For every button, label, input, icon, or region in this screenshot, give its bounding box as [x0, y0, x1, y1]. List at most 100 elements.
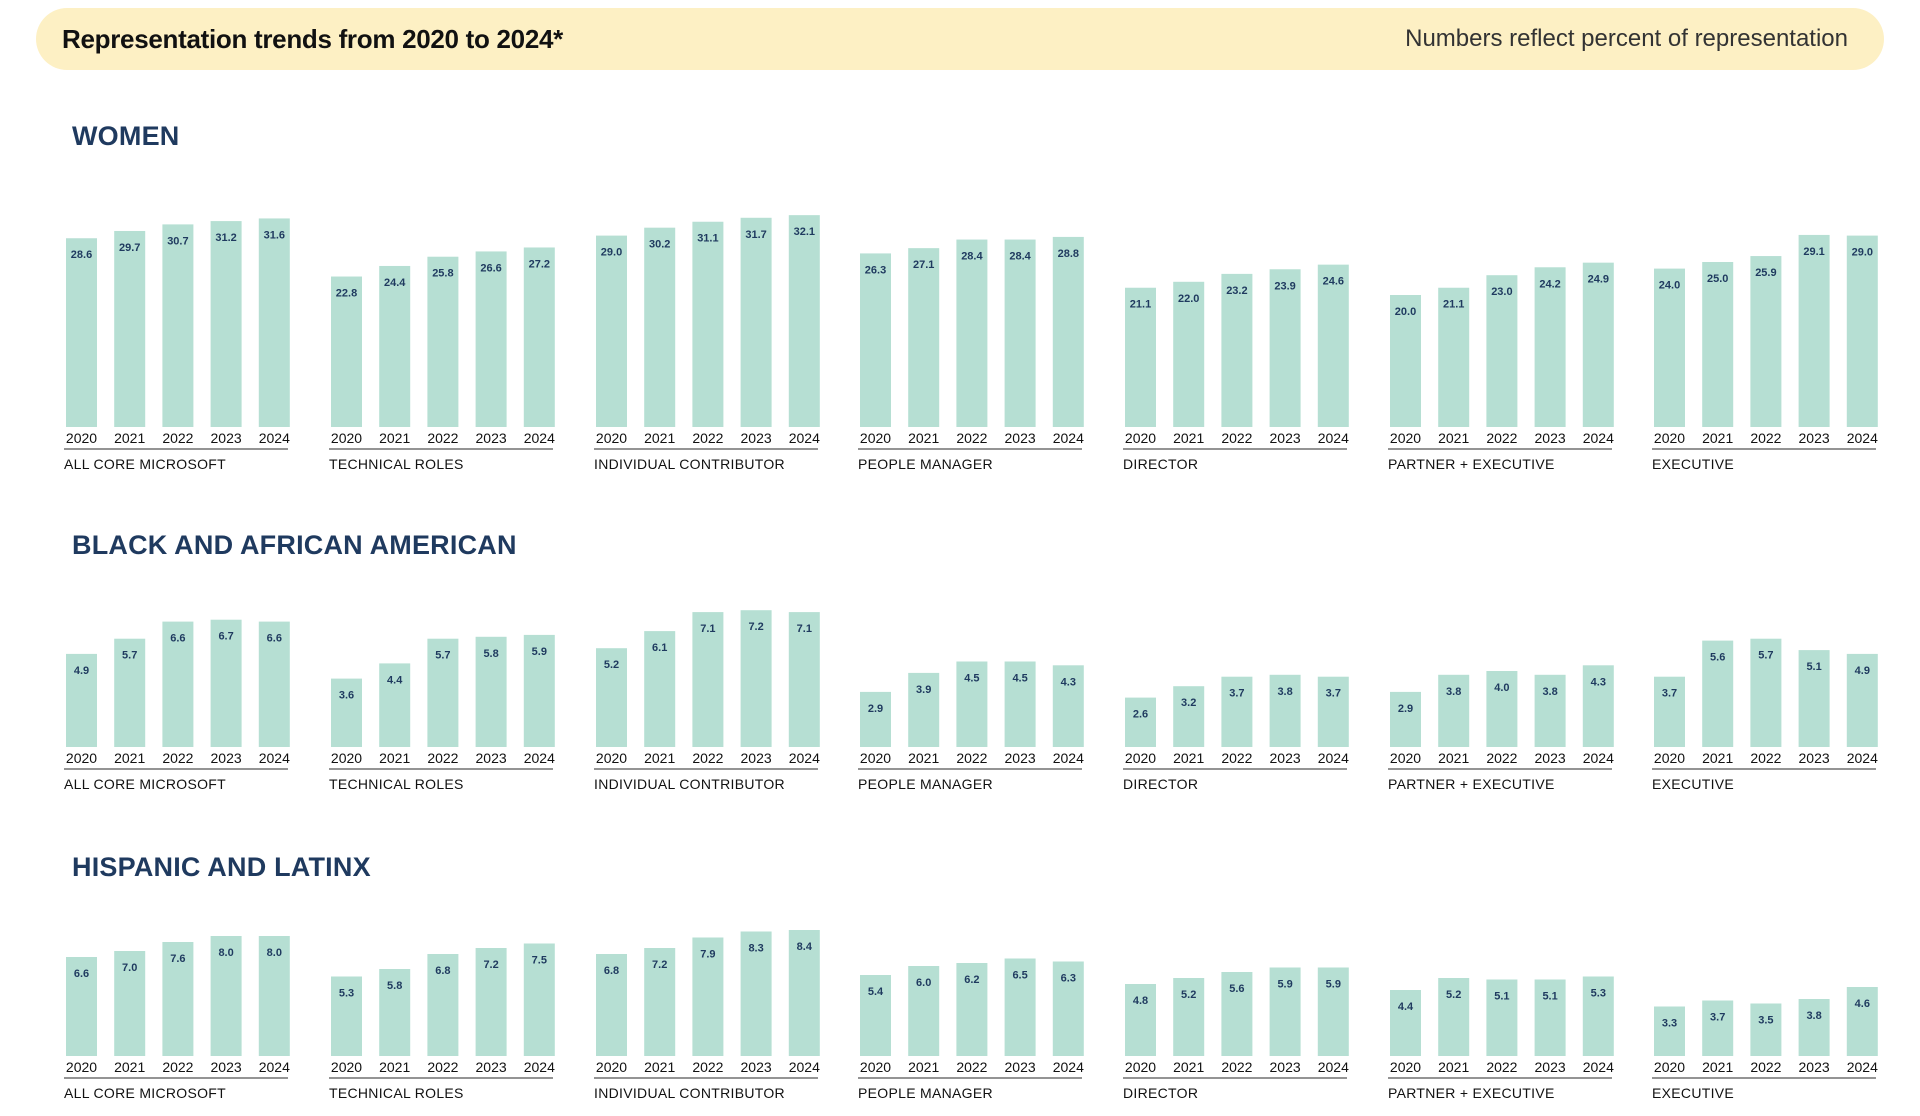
group-label: PARTNER + EXECUTIVE	[1388, 1085, 1555, 1101]
bar	[1438, 978, 1470, 1056]
bar	[114, 230, 146, 427]
data-label: 24.4	[384, 277, 406, 289]
x-tick-label: 2024	[789, 1059, 820, 1075]
chart-hispanic-and-latinx-partner-executive: 4.4 2020 5.2 2021 5.1 2022 5.1 2023 5.3 2024 PARTN…	[1388, 976, 1614, 1101]
data-label: 29.0	[1852, 247, 1873, 259]
x-tick-label: 2024	[1053, 430, 1084, 446]
x-tick-label: 2021	[114, 1059, 145, 1075]
chart-women-executive: 24.0 2020 25.0 2021 25.9 2022 29.1 2023 29.0 2024…	[1652, 234, 1878, 472]
chart-black-and-african-american-executive: 3.7 2020 5.6 2021 5.7 2022 5.1 2023 4.9 2024 EXECU…	[1652, 638, 1878, 792]
bar	[1654, 1006, 1685, 1056]
data-label: 28.4	[961, 251, 983, 263]
x-tick-label: 2024	[259, 750, 290, 766]
bar	[1846, 235, 1878, 427]
x-tick-label: 2024	[1053, 750, 1084, 766]
x-tick-label: 2024	[1318, 750, 1349, 766]
bar	[1582, 262, 1614, 427]
group-label: INDIVIDUAL CONTRIBUTOR	[594, 1085, 785, 1101]
bar	[258, 621, 290, 747]
data-label: 3.3	[1662, 1018, 1677, 1030]
bar	[1534, 267, 1566, 427]
data-label: 26.6	[480, 262, 501, 274]
bar	[162, 621, 194, 747]
x-tick-label: 2020	[1654, 1059, 1685, 1075]
data-label: 5.7	[122, 650, 137, 662]
bar	[1846, 653, 1878, 747]
x-tick-label: 2021	[379, 750, 410, 766]
x-tick-label: 2022	[1221, 430, 1252, 446]
bar	[258, 936, 290, 1056]
data-label: 7.6	[170, 953, 185, 965]
data-label: 8.4	[797, 941, 813, 953]
x-tick-label: 2023	[1535, 1059, 1566, 1075]
bar	[1534, 674, 1566, 747]
bar	[1750, 1003, 1782, 1056]
data-label: 22.8	[336, 288, 357, 300]
x-tick-label: 2020	[66, 430, 97, 446]
x-tick-label: 2023	[211, 750, 242, 766]
x-tick-label: 2021	[1702, 1059, 1733, 1075]
data-label: 2.9	[868, 703, 883, 715]
bar	[596, 954, 627, 1056]
x-tick-label: 2023	[1799, 1059, 1830, 1075]
x-tick-label: 2020	[1390, 430, 1421, 446]
bar	[1317, 264, 1349, 427]
data-label: 24.9	[1588, 274, 1609, 286]
x-tick-label: 2023	[1535, 430, 1566, 446]
x-tick-label: 2021	[379, 430, 410, 446]
x-tick-label: 2024	[259, 1059, 290, 1075]
bar	[379, 969, 411, 1056]
bar	[210, 619, 242, 747]
bar	[1390, 990, 1421, 1056]
data-label: 5.2	[1181, 989, 1196, 1001]
bar	[644, 948, 676, 1056]
data-label: 6.3	[1061, 973, 1076, 985]
x-tick-label: 2021	[644, 1059, 675, 1075]
x-tick-label: 2022	[1221, 750, 1252, 766]
group-label: TECHNICAL ROLES	[329, 776, 464, 792]
bar	[1269, 967, 1301, 1056]
data-label: 5.9	[1326, 979, 1341, 991]
data-label: 5.4	[868, 986, 884, 998]
data-label: 21.1	[1130, 299, 1151, 311]
units-note: Numbers reflect percent of representatio…	[1405, 25, 1848, 52]
data-label: 5.1	[1494, 991, 1509, 1003]
x-tick-label: 2022	[162, 430, 193, 446]
chart-black-and-african-american-director: 2.6 2020 3.2 2021 3.7 2022 3.8 2023 3.7 2024 DIREC…	[1123, 674, 1349, 792]
x-tick-label: 2021	[1173, 430, 1204, 446]
chart-black-and-african-american-individual-contributor: 5.2 2020 6.1 2021 7.1 2022 7.2 2023 7.1 2024INDIV…	[594, 610, 820, 792]
bar	[162, 942, 194, 1056]
data-label: 7.2	[748, 621, 763, 633]
chart-women-director: 21.1 2020 22.0 2021 23.2 2022 23.9 2023 24.6 2024…	[1123, 264, 1349, 472]
data-label: 4.9	[74, 665, 89, 677]
data-label: 26.3	[865, 264, 886, 276]
bar	[1173, 686, 1205, 747]
x-tick-label: 2022	[427, 430, 458, 446]
x-tick-label: 2020	[1390, 750, 1421, 766]
chart-hispanic-and-latinx-individual-contributor: 6.8 2020 7.2 2021 7.9 2022 8.3 2023 8.4 2024INDIV…	[594, 930, 820, 1101]
data-label: 2.6	[1133, 709, 1148, 721]
data-label: 30.7	[167, 235, 188, 247]
data-label: 5.6	[1710, 652, 1725, 664]
bar	[596, 648, 627, 747]
x-tick-label: 2022	[427, 750, 458, 766]
bar	[692, 612, 724, 747]
data-label: 3.2	[1181, 697, 1196, 709]
bar	[1582, 976, 1614, 1056]
data-label: 31.2	[215, 232, 236, 244]
group-label: DIRECTOR	[1123, 456, 1198, 472]
data-label: 31.6	[264, 229, 285, 241]
bar	[1654, 268, 1685, 427]
x-tick-label: 2022	[1486, 430, 1517, 446]
data-label: 6.7	[218, 631, 233, 643]
x-tick-label: 2022	[956, 1059, 987, 1075]
data-label: 3.7	[1710, 1012, 1725, 1024]
data-label: 4.6	[1855, 998, 1870, 1010]
data-label: 5.1	[1806, 661, 1821, 673]
data-label: 3.6	[339, 690, 354, 702]
x-tick-label: 2024	[789, 430, 820, 446]
x-tick-label: 2022	[162, 1059, 193, 1075]
bar	[788, 930, 820, 1056]
bar	[908, 248, 940, 427]
bar	[1750, 256, 1782, 427]
